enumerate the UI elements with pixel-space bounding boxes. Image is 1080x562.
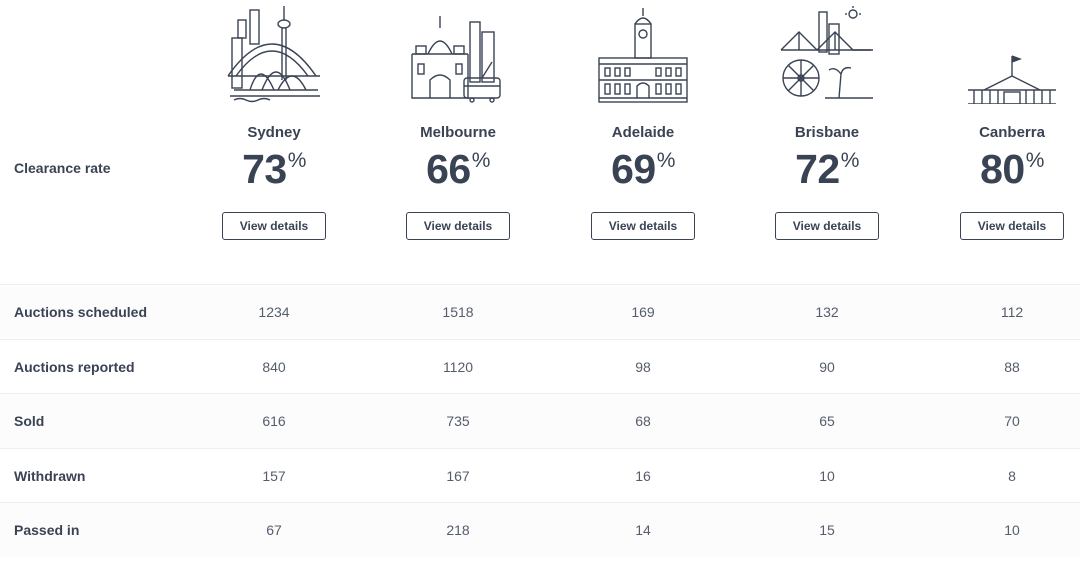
table-cell: 65 [819,413,835,430]
table-cell: 10 [819,467,835,484]
clearance-rate-value: 73% [242,146,306,192]
melbourne-skyline-icon [366,4,550,114]
table-cell: 16 [635,467,651,484]
table-row: Withdrawn 157 167 16 10 8 [0,447,1080,503]
clearance-rate-value: 80% [980,146,1044,192]
table-cell: 1518 [442,304,474,320]
table-cell: 169 [631,304,655,320]
canberra-skyline-icon [920,4,1080,114]
clearance-rate-value: 69% [611,146,675,192]
table-cell: 112 [1000,304,1024,320]
adelaide-skyline-icon [551,4,735,114]
view-details-button-canberra[interactable]: View details [960,212,1064,240]
clearance-rate-label: Clearance rate [14,160,111,176]
table-cell: 157 [262,467,286,484]
table-row: Sold 616 735 68 65 70 [0,393,1080,448]
city-name: Melbourne [420,124,496,141]
table-row: Passed in 67 218 14 15 10 [0,502,1080,557]
table-row: Auctions reported 840 1120 98 90 88 [0,338,1080,394]
table-cell: 88 [1004,358,1020,375]
view-details-button-melbourne[interactable]: View details [406,212,510,240]
table-cell: 132 [815,304,839,320]
table-cell: 68 [635,413,651,430]
table-cell: 1120 [442,358,474,375]
table-row: Auctions scheduled 1234 1518 169 132 112 [0,284,1080,339]
row-label: Withdrawn [14,467,86,484]
row-label: Auctions scheduled [14,304,148,320]
city-column-melbourne: Melbourne 66% View details [366,0,550,284]
city-column-canberra: Canberra 80% View details [920,0,1080,284]
table-cell: 14 [635,522,651,539]
view-details-button-brisbane[interactable]: View details [775,212,879,240]
sydney-skyline-icon [182,4,366,114]
row-label: Auctions reported [14,358,135,375]
city-column-brisbane: Brisbane 72% View details [735,0,919,284]
table-cell: 218 [446,522,470,539]
table-cell: 10 [1004,522,1020,539]
table-cell: 15 [819,522,835,539]
table-cell: 8 [1008,467,1016,484]
view-details-button-sydney[interactable]: View details [222,212,326,240]
clearance-rate-value: 72% [795,146,859,192]
city-column-adelaide: Adelaide 69% View details [551,0,735,284]
view-details-button-adelaide[interactable]: View details [591,212,695,240]
table-cell: 735 [446,413,470,430]
table-cell: 840 [262,358,286,375]
city-name: Adelaide [611,124,675,141]
table-cell: 1234 [258,304,290,320]
row-label: Sold [14,413,45,430]
table-cell: 616 [262,413,286,430]
table-cell: 90 [819,358,835,375]
table-cell: 70 [1004,413,1020,430]
clearance-rate-header: Clearance rate Sydney 73% View details [14,0,1080,284]
row-label: Passed in [14,522,80,539]
auction-results-table: Auctions scheduled 1234 1518 169 132 112… [0,284,1080,557]
city-name: Canberra [979,124,1045,141]
table-cell: 167 [446,467,470,484]
city-column-sydney: Sydney 73% View details [182,0,366,284]
table-cell: 98 [635,358,651,375]
table-cell: 67 [266,522,282,539]
city-name: Brisbane [794,124,860,141]
clearance-rate-value: 66% [426,146,490,192]
brisbane-skyline-icon [735,4,919,114]
city-name: Sydney [247,124,301,141]
